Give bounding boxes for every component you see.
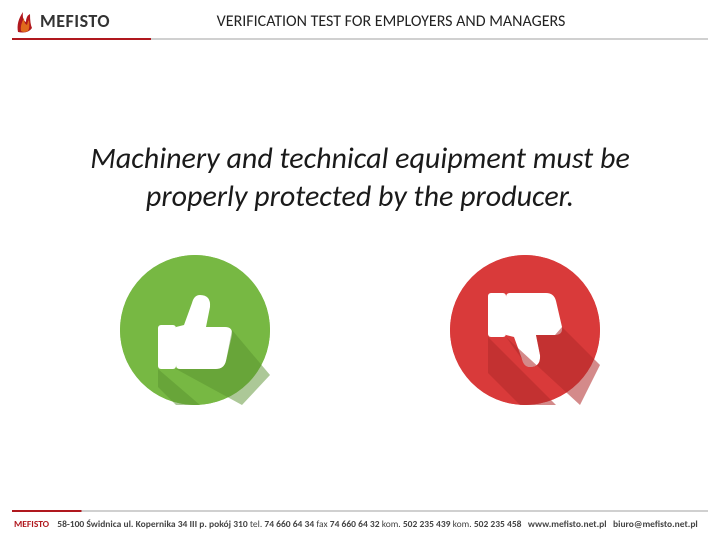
footer-divider (12, 510, 708, 512)
footer-kom2-label: kom. (453, 518, 472, 530)
footer-tel: 74 660 64 34 (264, 518, 314, 530)
no-button[interactable] (450, 255, 600, 405)
footer-brand: MEFISTO (14, 518, 49, 530)
thumbs-down-icon (450, 255, 600, 405)
footer-tel-label: tel. (250, 518, 262, 530)
footer-kom1: 502 235 439 (403, 518, 451, 530)
yes-button[interactable] (120, 255, 270, 405)
footer-text: MEFISTO 58-100 Świdnica ul. Kopernika 34… (0, 518, 720, 530)
answer-options (0, 255, 720, 405)
footer-web: www.mefisto.net.pl (528, 518, 607, 530)
footer-kom2: 502 235 458 (474, 518, 522, 530)
footer: MEFISTO 58-100 Świdnica ul. Kopernika 34… (0, 510, 720, 530)
footer-fax: 74 660 64 32 (330, 518, 380, 530)
footer-email: biuro@mefisto.net.pl (613, 518, 698, 530)
footer-kom1-label: kom. (382, 518, 401, 530)
footer-fax-label: fax (316, 518, 327, 530)
page-title: VERIFICATION TEST FOR EMPLOYERS AND MANA… (76, 12, 706, 31)
main-content: Machinery and technical equipment must b… (0, 40, 720, 405)
header: MEFISTO VERIFICATION TEST FOR EMPLOYERS … (0, 0, 720, 38)
thumbs-up-icon (120, 255, 270, 405)
question-statement: Machinery and technical equipment must b… (0, 140, 720, 215)
footer-address: 58-100 Świdnica ul. Kopernika 34 III p. … (57, 518, 247, 530)
flame-icon (14, 8, 36, 34)
